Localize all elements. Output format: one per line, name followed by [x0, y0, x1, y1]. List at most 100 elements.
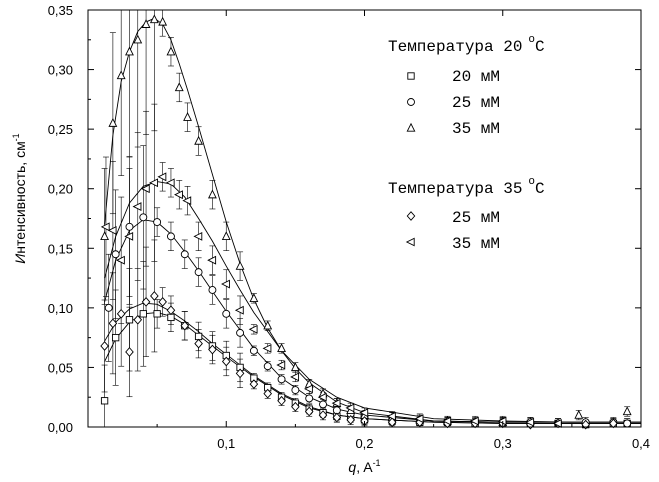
point-circle	[222, 309, 231, 318]
point-triangle-up	[235, 260, 245, 270]
point-diamond	[221, 356, 231, 367]
x-axis-label: q, A-1	[348, 458, 380, 475]
point-diamond	[346, 414, 355, 425]
point-triangle-up	[125, 46, 134, 56]
point-circle	[194, 268, 203, 277]
point-triangle-left	[317, 392, 327, 402]
point-diamond	[150, 291, 159, 301]
point-circle	[319, 400, 327, 409]
point-triangle-left	[124, 231, 134, 241]
point-triangle-left	[290, 372, 300, 382]
y-tick-label: 0,15	[48, 241, 73, 256]
point-diamond	[194, 338, 203, 349]
point-triangle-up	[290, 362, 300, 372]
point-circle	[277, 375, 286, 384]
point-triangle-up	[133, 34, 143, 44]
y-axis-label: Интенсивность, см-1	[11, 133, 28, 263]
point-triangle-up	[207, 189, 217, 199]
x-tick-label: 0,1	[217, 436, 235, 451]
point-triangle-up	[149, 14, 159, 24]
point-triangle-left	[414, 414, 424, 424]
x-tick-label: 0,2	[355, 436, 373, 451]
point-circle	[104, 303, 113, 312]
point-diamond	[100, 341, 109, 351]
point-triangle-left	[149, 178, 159, 188]
legend-marker-square	[407, 72, 415, 80]
legend-title-1: Температура 20 oC	[388, 34, 545, 56]
x-tick-label: 0,4	[632, 436, 650, 451]
y-tick-label: 0,05	[48, 360, 73, 375]
point-square	[125, 316, 134, 324]
point-triangle-up	[174, 82, 184, 92]
y-tick-label: 0,00	[48, 420, 73, 435]
y-tick-label: 0,25	[48, 122, 73, 137]
y-axis-label-text: нтенсивность, см	[12, 141, 28, 253]
data-points	[100, 14, 632, 430]
point-circle	[249, 346, 258, 355]
error-bars	[101, 9, 631, 428]
point-square	[167, 313, 175, 322]
point-triangle-left	[182, 196, 192, 206]
point-triangle-left	[107, 225, 117, 235]
point-triangle-left	[248, 324, 258, 334]
point-triangle-up	[194, 135, 204, 145]
point-circle	[291, 386, 300, 395]
point-triangle-left	[115, 255, 125, 265]
point-triangle-up	[141, 19, 151, 28]
legend-label-35mm-35c: 35 мМ	[452, 235, 500, 253]
point-square	[111, 333, 120, 342]
point-triangle-up	[100, 231, 110, 241]
x-axis-label-italic: q	[348, 459, 356, 475]
y-tick-label: 0,20	[48, 182, 73, 197]
point-circle	[139, 213, 148, 222]
point-diamond	[291, 401, 300, 412]
point-square	[100, 397, 109, 405]
point-triangle-left	[303, 384, 313, 394]
point-triangle-left	[157, 172, 167, 182]
point-diamond	[235, 368, 245, 379]
point-circle	[111, 250, 120, 259]
point-triangle-left	[234, 305, 244, 315]
point-triangle-left	[207, 255, 217, 265]
point-diamond	[318, 410, 328, 420]
point-triangle-left	[345, 403, 355, 413]
point-diamond	[387, 417, 397, 428]
point-triangle-left	[193, 231, 203, 241]
point-triangle-left	[525, 417, 535, 427]
point-diamond	[166, 305, 176, 316]
point-triangle-left	[132, 202, 142, 212]
point-circle	[125, 222, 134, 231]
point-triangle-up	[277, 343, 286, 353]
point-triangle-up	[108, 117, 118, 127]
x-tick-label: 0,3	[494, 436, 512, 451]
x-axis-label-text: , A	[356, 459, 373, 475]
legend-marker-triangle-up	[406, 122, 416, 132]
point-triangle-up	[221, 231, 231, 241]
point-square	[153, 310, 161, 318]
point-circle	[208, 286, 217, 294]
point-diamond	[116, 308, 126, 319]
point-triangle-up	[622, 406, 632, 416]
point-diamond	[263, 388, 273, 399]
point-triangle-left	[552, 418, 562, 428]
legend-markers	[405, 72, 416, 247]
point-triangle-up	[263, 320, 273, 330]
legend-label-25mm-20c: 25 мМ	[452, 94, 500, 112]
point-triangle-left	[359, 408, 369, 418]
point-diamond	[125, 347, 134, 357]
point-triangle-left	[386, 411, 396, 421]
point-triangle-up	[574, 409, 584, 419]
point-diamond	[108, 318, 118, 329]
point-triangle-up	[249, 293, 259, 302]
y-axis-label-sup: -1	[11, 133, 21, 141]
point-triangle-up	[116, 70, 126, 80]
point-triangle-left	[140, 184, 150, 194]
point-diamond	[249, 379, 259, 389]
point-diamond	[158, 297, 167, 307]
point-diamond	[332, 412, 342, 423]
axis-ticks: 0,00 0,05 0,10 0,15 0,20 0,25 0,30 0,35 0,1 0,2 0,…	[48, 3, 650, 451]
y-axis-label-italic: И	[12, 253, 28, 264]
fit-curves	[104, 17, 641, 424]
point-circle	[623, 419, 632, 428]
